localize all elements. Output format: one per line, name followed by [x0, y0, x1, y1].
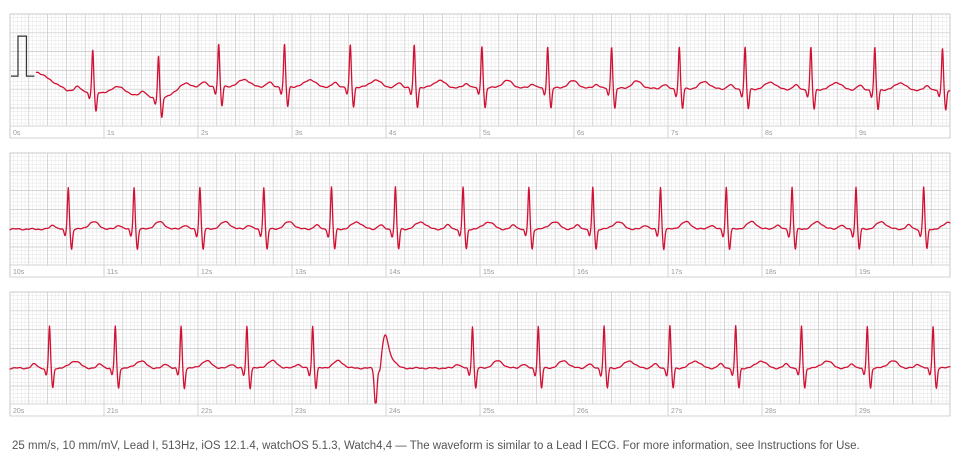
ecg-strip-grid [9, 291, 951, 417]
ecg-tick-label: 11s [107, 269, 118, 276]
ecg-tick-label: 19s [859, 269, 871, 276]
ecg-tick-label: 3s [295, 130, 303, 137]
ecg-tick-label: 0s [13, 130, 21, 137]
ecg-strip-3: 20s 21s 22s 23s 24s 25s 26s 27s 28s 29s [9, 291, 951, 417]
ecg-tick-label: 7s [671, 130, 679, 137]
ecg-tick-label: 17s [671, 269, 683, 276]
ecg-trace-line [9, 324, 951, 404]
ecg-tick-label: 25s [483, 408, 495, 415]
ecg-tick-label: 9s [859, 130, 867, 137]
ecg-strip-grid [9, 152, 951, 278]
ecg-tick-label: 2s [201, 130, 209, 137]
ecg-calibration-pulse [11, 35, 35, 77]
ecg-tick-label: 23s [295, 408, 307, 415]
ecg-tick-label: 10s [13, 269, 25, 276]
ecg-strip-2: 10s 11s 12s 13s 14s 15s 16s 17s 18s 19s [9, 152, 951, 278]
ecg-strip-1: 0s 1s 2s 3s 4s 5s 6s 7s 8s 9s [9, 13, 951, 139]
ecg-trace-line [9, 186, 951, 251]
ecg-tick-label: 27s [671, 408, 683, 415]
ecg-tick-label: 6s [577, 130, 585, 137]
ecg-tick-label: 22s [201, 408, 213, 415]
ecg-tick-label: 16s [577, 269, 589, 276]
ecg-tick-label: 24s [389, 408, 401, 415]
ecg-trace-line [35, 43, 951, 118]
ecg-tick-label: 1s [107, 130, 115, 137]
ecg-chart: 0s 1s 2s 3s 4s 5s 6s 7s 8s 9s 10s 11s 12s 13s 14s 15s 16… [9, 13, 951, 417]
ecg-tick-label: 13s [295, 269, 307, 276]
ecg-tick-label: 15s [483, 269, 495, 276]
ecg-footer-caption: 25 mm/s, 10 mm/mV, Lead I, 513Hz, iOS 12… [12, 440, 860, 452]
ecg-tick-label: 26s [577, 408, 589, 415]
ecg-tick-label: 29s [859, 408, 871, 415]
ecg-tick-label: 18s [765, 269, 777, 276]
ecg-tick-label: 8s [765, 130, 773, 137]
ecg-tick-label: 20s [13, 408, 25, 415]
ecg-tick-label: 28s [765, 408, 777, 415]
ecg-tick-label: 5s [483, 130, 491, 137]
ecg-tick-label: 4s [389, 130, 397, 137]
ecg-tick-label: 14s [389, 269, 401, 276]
ecg-tick-label: 21s [107, 408, 119, 415]
ecg-tick-label: 12s [201, 269, 213, 276]
